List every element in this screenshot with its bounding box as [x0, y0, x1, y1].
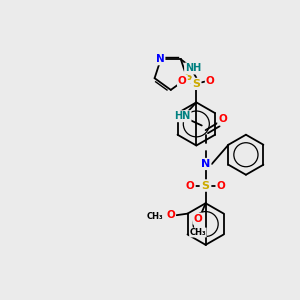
Text: CH₃: CH₃ — [147, 212, 163, 221]
Text: N: N — [201, 159, 210, 169]
Text: S: S — [202, 181, 210, 190]
Text: S: S — [192, 79, 200, 89]
Text: CH₃: CH₃ — [190, 228, 206, 237]
Text: HN: HN — [174, 111, 190, 121]
Text: O: O — [217, 181, 226, 190]
Text: O: O — [206, 76, 214, 86]
Text: O: O — [218, 114, 227, 124]
Text: S: S — [184, 72, 191, 82]
Text: NH: NH — [185, 64, 201, 74]
Text: O: O — [166, 210, 175, 220]
Text: O: O — [178, 76, 187, 86]
Text: N: N — [156, 54, 164, 64]
Text: O: O — [186, 181, 194, 190]
Text: O: O — [194, 214, 202, 224]
